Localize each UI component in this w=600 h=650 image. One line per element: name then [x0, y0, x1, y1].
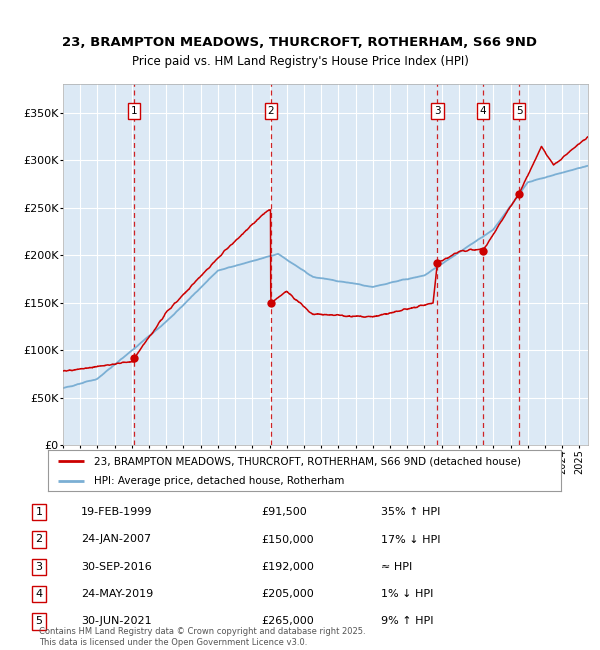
Text: 4: 4 — [479, 106, 487, 116]
Text: 1: 1 — [131, 106, 137, 116]
Text: ≈ HPI: ≈ HPI — [381, 562, 412, 572]
Text: 23, BRAMPTON MEADOWS, THURCROFT, ROTHERHAM, S66 9ND: 23, BRAMPTON MEADOWS, THURCROFT, ROTHERH… — [62, 36, 538, 49]
Text: 1% ↓ HPI: 1% ↓ HPI — [381, 589, 433, 599]
Text: 30-SEP-2016: 30-SEP-2016 — [81, 562, 152, 572]
Text: 30-JUN-2021: 30-JUN-2021 — [81, 616, 152, 627]
Text: £150,000: £150,000 — [261, 534, 314, 545]
Text: HPI: Average price, detached house, Rotherham: HPI: Average price, detached house, Roth… — [94, 476, 344, 486]
Text: £91,500: £91,500 — [261, 507, 307, 517]
Text: 3: 3 — [35, 562, 43, 572]
Text: 3: 3 — [434, 106, 440, 116]
Text: Price paid vs. HM Land Registry's House Price Index (HPI): Price paid vs. HM Land Registry's House … — [131, 55, 469, 68]
Text: 2: 2 — [268, 106, 274, 116]
Text: £265,000: £265,000 — [261, 616, 314, 627]
Text: 4: 4 — [35, 589, 43, 599]
Text: 1: 1 — [35, 507, 43, 517]
Text: 24-MAY-2019: 24-MAY-2019 — [81, 589, 153, 599]
Text: £192,000: £192,000 — [261, 562, 314, 572]
Text: £205,000: £205,000 — [261, 589, 314, 599]
Text: 19-FEB-1999: 19-FEB-1999 — [81, 507, 152, 517]
Text: 5: 5 — [35, 616, 43, 627]
Text: 5: 5 — [516, 106, 523, 116]
Text: 24-JAN-2007: 24-JAN-2007 — [81, 534, 151, 545]
Text: Contains HM Land Registry data © Crown copyright and database right 2025.
This d: Contains HM Land Registry data © Crown c… — [39, 627, 365, 647]
Text: 23, BRAMPTON MEADOWS, THURCROFT, ROTHERHAM, S66 9ND (detached house): 23, BRAMPTON MEADOWS, THURCROFT, ROTHERH… — [94, 456, 521, 466]
Text: 17% ↓ HPI: 17% ↓ HPI — [381, 534, 440, 545]
Text: 9% ↑ HPI: 9% ↑ HPI — [381, 616, 433, 627]
Text: 35% ↑ HPI: 35% ↑ HPI — [381, 507, 440, 517]
Text: 2: 2 — [35, 534, 43, 545]
